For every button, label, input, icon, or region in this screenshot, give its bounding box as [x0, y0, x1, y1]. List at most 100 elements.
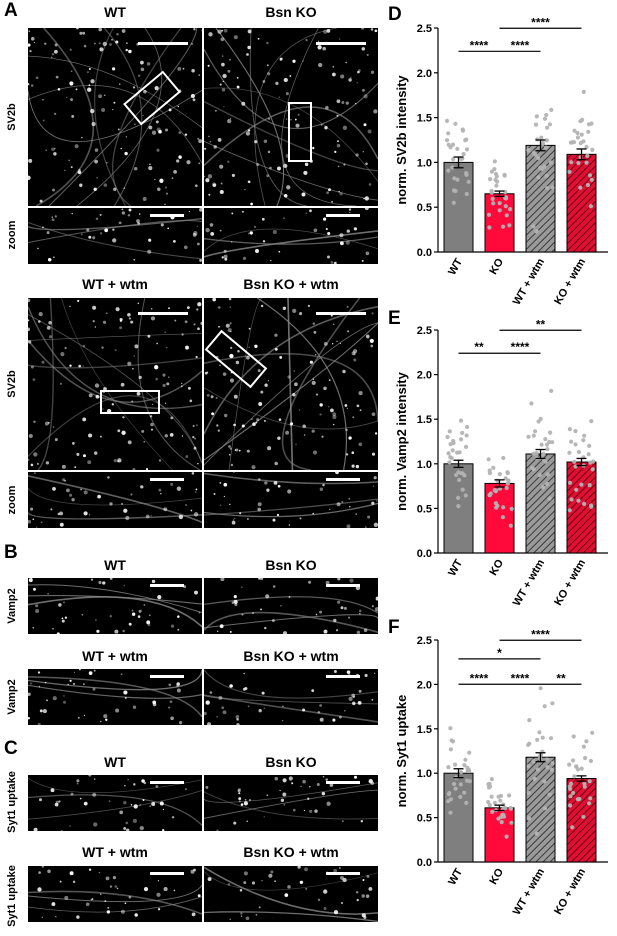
- synapse-punctum: [83, 683, 85, 685]
- data-point: [547, 792, 552, 797]
- synapse-punctum: [78, 364, 82, 368]
- synapse-punctum: [328, 379, 331, 381]
- neurite-path: [28, 669, 202, 691]
- x-tick-label: WT: [446, 557, 465, 578]
- synapse-punctum: [87, 460, 92, 465]
- synapse-punctum: [232, 519, 235, 521]
- synapse-punctum: [51, 53, 55, 56]
- synapse-punctum: [134, 344, 139, 349]
- synapse-punctum: [116, 33, 119, 36]
- synapse-punctum: [373, 109, 378, 114]
- synapse-punctum: [88, 84, 91, 86]
- synapse-punctum: [277, 484, 281, 488]
- synapse-punctum: [45, 149, 48, 152]
- data-point: [450, 448, 455, 453]
- data-point: [572, 459, 577, 464]
- synapse-punctum: [229, 684, 233, 688]
- synapse-punctum: [59, 382, 62, 385]
- x-tick-label: WT + wtm: [511, 866, 547, 917]
- synapse-punctum: [176, 486, 182, 491]
- neurite-path: [28, 584, 202, 613]
- synapse-punctum: [83, 714, 86, 717]
- data-point: [460, 128, 466, 133]
- synapse-punctum: [243, 881, 247, 885]
- data-point: [549, 767, 554, 773]
- data-point: [571, 758, 576, 763]
- synapse-punctum: [61, 464, 66, 469]
- data-point: [585, 182, 591, 188]
- data-point: [456, 495, 461, 500]
- synapse-punctum: [46, 699, 48, 702]
- synapse-punctum: [366, 53, 369, 56]
- synapse-punctum: [155, 120, 159, 124]
- synapse-punctum: [190, 509, 193, 512]
- synapse-punctum: [30, 365, 34, 369]
- synapse-punctum: [88, 514, 91, 516]
- synapse-punctum: [279, 355, 283, 359]
- synapse-punctum: [339, 192, 343, 196]
- bar-ko-wtm: [566, 778, 597, 863]
- synapse-punctum: [47, 869, 51, 874]
- synapse-punctum: [351, 451, 355, 455]
- synapse-punctum: [70, 166, 73, 169]
- zoom-roi-box: [288, 102, 312, 162]
- synapse-punctum: [361, 259, 364, 262]
- neurite-path: [137, 298, 201, 470]
- synapse-punctum: [303, 809, 306, 812]
- synapse-punctum: [239, 512, 242, 515]
- synapse-punctum: [124, 696, 127, 699]
- synapse-punctum: [240, 803, 244, 806]
- synapse-punctum: [255, 421, 258, 424]
- data-point: [539, 442, 544, 447]
- synapse-punctum: [74, 144, 79, 149]
- micrograph-c-bsn-ko-wtm-syt1: [204, 866, 378, 922]
- synapse-punctum: [33, 41, 36, 44]
- synapse-punctum: [149, 805, 152, 808]
- synapse-punctum: [150, 515, 152, 517]
- synapse-punctum: [281, 719, 284, 722]
- neurite-path: [204, 353, 378, 422]
- synapse-punctum: [336, 114, 339, 117]
- significance-label: ****: [511, 340, 530, 354]
- synapse-punctum: [294, 118, 297, 121]
- data-point: [539, 135, 544, 140]
- synapse-punctum: [370, 344, 374, 348]
- synapse-punctum: [158, 908, 161, 911]
- synapse-punctum: [238, 449, 241, 452]
- synapse-punctum: [233, 821, 237, 825]
- synapse-punctum: [231, 241, 233, 243]
- synapse-punctum: [263, 816, 265, 818]
- synapse-punctum: [327, 231, 331, 236]
- scale-bar: [150, 584, 184, 587]
- synapse-punctum: [246, 449, 250, 453]
- synapse-punctum: [37, 887, 42, 892]
- synapse-punctum: [301, 192, 306, 197]
- scale-bar: [150, 675, 184, 678]
- synapse-punctum: [52, 696, 57, 701]
- synapse-punctum: [123, 187, 126, 189]
- synapse-punctum: [274, 880, 277, 883]
- synapse-punctum: [276, 513, 280, 517]
- synapse-punctum: [279, 58, 283, 61]
- synapse-punctum: [193, 323, 196, 326]
- data-point: [507, 223, 512, 228]
- synapse-punctum: [100, 720, 102, 723]
- synapse-punctum: [319, 403, 323, 407]
- synapse-punctum: [127, 214, 131, 217]
- data-point: [584, 160, 589, 165]
- bar-wt: [443, 161, 474, 253]
- synapse-punctum: [341, 100, 345, 105]
- data-point: [582, 433, 587, 438]
- synapse-punctum: [92, 320, 95, 323]
- synapse-punctum: [212, 182, 217, 187]
- data-point: [489, 777, 494, 782]
- synapse-punctum: [123, 826, 127, 831]
- synapse-punctum: [131, 612, 136, 616]
- synapse-punctum: [330, 408, 334, 413]
- data-point: [535, 737, 540, 742]
- y-tick-label: 2.0: [417, 679, 432, 691]
- synapse-punctum: [255, 249, 259, 253]
- synapse-punctum: [240, 915, 243, 917]
- neurite-path: [281, 28, 357, 206]
